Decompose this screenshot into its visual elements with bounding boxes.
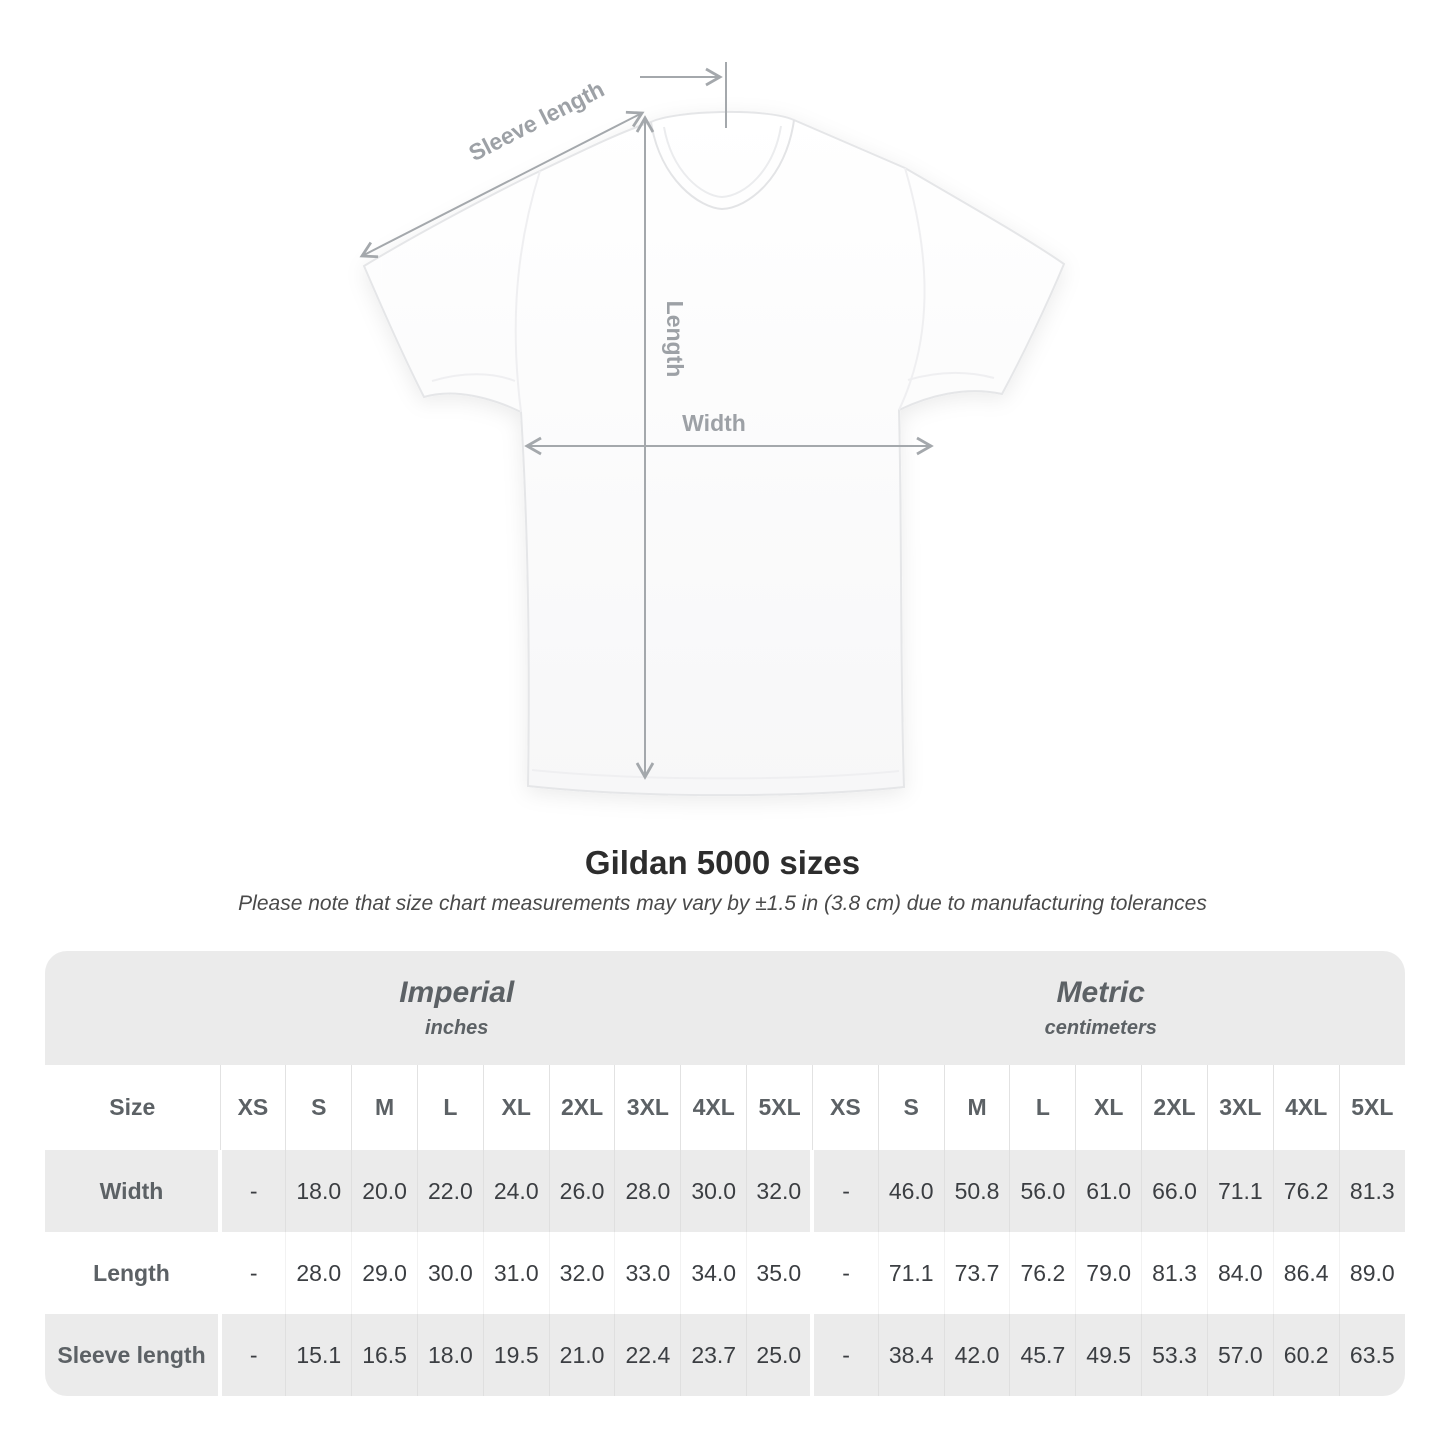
table-cell: 15.1 [285, 1314, 352, 1396]
column-header-xl-imperial: XL [482, 1065, 550, 1150]
table-cell: 22.4 [614, 1314, 681, 1396]
table-cell: 61.0 [1075, 1150, 1142, 1232]
row-label: Length [45, 1232, 220, 1314]
size-table: Imperial inches Metric centimeters Size … [45, 951, 1405, 1396]
tshirt-collar [650, 119, 795, 211]
table-cell: 71.1 [877, 1232, 945, 1314]
imperial-unit-label: inches [425, 1017, 489, 1039]
table-cell: 35.0 [746, 1232, 813, 1314]
table-cell: 79.0 [1075, 1232, 1142, 1314]
table-cell: - [810, 1232, 879, 1314]
table-cell: - [810, 1150, 879, 1232]
table-cell: 31.0 [482, 1232, 550, 1314]
title-block: Gildan 5000 sizes Please note that size … [0, 843, 1445, 916]
column-header-l-metric: L [1009, 1065, 1076, 1150]
table-cell: 63.5 [1338, 1314, 1405, 1396]
table-cell: - [810, 1314, 879, 1396]
table-row-sleeve-length: Sleeve length -15.1 16.5 18.0 19.5 21.0 22.4 23… [45, 1314, 1405, 1396]
table-row-width: Width -18.0 20.0 22.0 24.0 26.0 28.0 30.0 32.0-4… [45, 1150, 1405, 1232]
column-header-s-metric: S [877, 1065, 945, 1150]
table-cell: 81.3 [1338, 1150, 1405, 1232]
table-cell: 71.1 [1206, 1150, 1274, 1232]
table-cell: 19.5 [482, 1314, 550, 1396]
width-label: Width [682, 410, 746, 436]
column-header-xs-imperial: XS [219, 1065, 286, 1150]
tshirt-measurement-diagram: Sleeve length Length Width [359, 62, 1066, 797]
size-table-container: Imperial inches Metric centimeters Size … [45, 951, 1405, 1396]
tshirt-graphic [362, 110, 1066, 797]
table-cell: 26.0 [548, 1150, 615, 1232]
column-header-5xl-metric: 5XL [1338, 1065, 1405, 1150]
table-cell: 81.3 [1141, 1232, 1208, 1314]
table-cell: 32.0 [746, 1150, 813, 1232]
column-header-m-metric: M [943, 1065, 1010, 1150]
table-cell: - [218, 1232, 286, 1314]
row-label: Width [45, 1150, 220, 1232]
table-row-length: Length -28.0 29.0 30.0 31.0 32.0 33.0 34.0 35.0-… [45, 1232, 1405, 1314]
table-cell: 34.0 [680, 1232, 747, 1314]
table-cell: 45.7 [1009, 1314, 1076, 1396]
table-cell: 24.0 [482, 1150, 550, 1232]
table-cell: 76.2 [1272, 1150, 1340, 1232]
table-cell: 86.4 [1272, 1232, 1340, 1314]
table-cell: 84.0 [1206, 1232, 1274, 1314]
imperial-label: Imperial [399, 976, 515, 1009]
table-cell: 42.0 [943, 1314, 1010, 1396]
table-cell: 53.3 [1141, 1314, 1208, 1396]
column-header-2xl-imperial: 2XL [548, 1065, 615, 1150]
group-header-imperial: Imperial inches [45, 951, 813, 1065]
size-column-header: Size [45, 1065, 220, 1150]
table-cell: 50.8 [943, 1150, 1010, 1232]
page-title: Gildan 5000 sizes [584, 844, 861, 881]
row-label: Sleeve length [45, 1314, 220, 1396]
metric-unit-label: centimeters [1044, 1017, 1157, 1039]
table-cell: 33.0 [614, 1232, 681, 1314]
size-header-row: Size XS S M L XL 2XL 3XL 4XL 5XL XS S M L XL 2XL 3XL 4XL… [45, 1065, 1405, 1150]
table-cell: 56.0 [1009, 1150, 1076, 1232]
column-header-5xl-imperial: 5XL [746, 1065, 813, 1150]
table-cell: 89.0 [1338, 1232, 1405, 1314]
column-header-2xl-metric: 2XL [1141, 1065, 1208, 1150]
column-header-m-imperial: M [351, 1065, 418, 1150]
column-header-xs-metric: XS [811, 1065, 879, 1150]
table-cell: 66.0 [1141, 1150, 1208, 1232]
table-cell: 30.0 [416, 1232, 484, 1314]
length-label: Length [662, 301, 688, 378]
column-header-l-imperial: L [416, 1065, 484, 1150]
column-header-4xl-metric: 4XL [1272, 1065, 1340, 1150]
table-cell: 18.0 [416, 1314, 484, 1396]
table-cell: 49.5 [1075, 1314, 1142, 1396]
table-cell: 38.4 [877, 1314, 945, 1396]
sleeve-length-arrow [359, 110, 645, 259]
table-cell: 76.2 [1009, 1232, 1076, 1314]
group-header-metric: Metric centimeters [812, 951, 1405, 1065]
metric-label: Metric [1056, 976, 1145, 1009]
table-cell: 28.0 [614, 1150, 681, 1232]
table-cell: - [218, 1150, 286, 1232]
table-cell: 25.0 [746, 1314, 813, 1396]
table-cell: 20.0 [351, 1150, 418, 1232]
table-cell: 30.0 [680, 1150, 747, 1232]
tolerance-note: Please note that size chart measurements… [238, 891, 1207, 915]
table-cell: - [218, 1314, 286, 1396]
column-header-s-imperial: S [285, 1065, 352, 1150]
column-header-3xl-metric: 3XL [1206, 1065, 1274, 1150]
table-cell: 18.0 [285, 1150, 352, 1232]
column-header-xl-metric: XL [1075, 1065, 1142, 1150]
table-cell: 46.0 [877, 1150, 945, 1232]
column-header-4xl-imperial: 4XL [680, 1065, 747, 1150]
table-cell: 73.7 [943, 1232, 1010, 1314]
table-cell: 21.0 [548, 1314, 615, 1396]
table-cell: 29.0 [351, 1232, 418, 1314]
table-cell: 22.0 [416, 1150, 484, 1232]
table-cell: 28.0 [285, 1232, 352, 1314]
table-cell: 23.7 [680, 1314, 747, 1396]
column-header-3xl-imperial: 3XL [614, 1065, 681, 1150]
table-cell: 57.0 [1206, 1314, 1274, 1396]
unit-group-row: Imperial inches Metric centimeters [45, 951, 1405, 1065]
table-cell: 16.5 [351, 1314, 418, 1396]
table-cell: 32.0 [548, 1232, 615, 1314]
table-cell: 60.2 [1272, 1314, 1340, 1396]
